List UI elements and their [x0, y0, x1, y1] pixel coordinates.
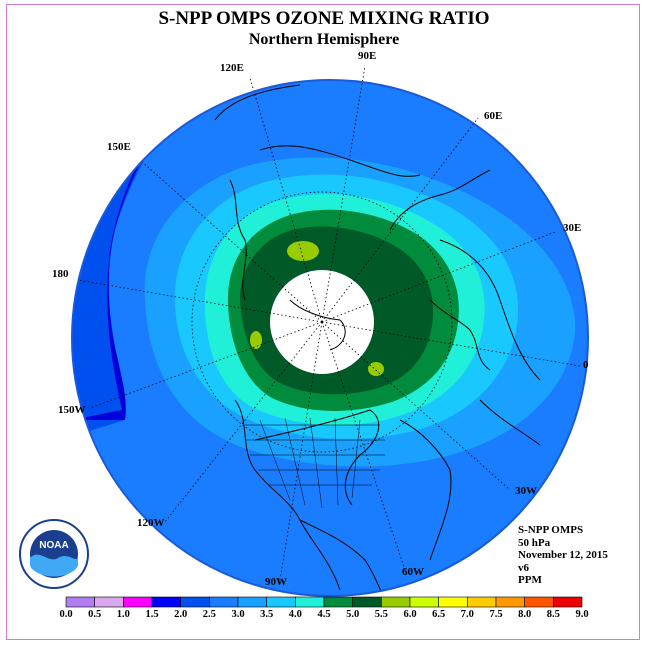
lon-label-180: 180 — [52, 268, 69, 280]
colorbar-tick-label: 4.0 — [288, 609, 302, 620]
lon-label-120w: 120W — [137, 517, 165, 529]
lon-label-30w: 30W — [515, 485, 537, 497]
colorbar-tick-label: 2.5 — [202, 609, 216, 620]
colorbar-tick-label: 3.5 — [260, 609, 274, 620]
colorbar-swatch — [237, 596, 267, 608]
colorbar-tick-label: 3.0 — [231, 609, 245, 620]
lon-label-120e: 120E — [220, 62, 244, 74]
figure-frame — [6, 4, 640, 640]
colorbar-swatch — [438, 596, 468, 608]
colorbar-swatch — [65, 596, 95, 608]
info-block: S-NPP OMPS 50 hPa November 12, 2015 v6 P… — [518, 524, 608, 587]
colorbar-tick-label: 4.5 — [317, 609, 331, 620]
info-level: 50 hPa — [518, 536, 551, 549]
colorbar — [65, 596, 583, 608]
map-title: S-NPP OMPS OZONE MIXING RATIO — [158, 8, 490, 29]
grid-inset — [245, 417, 385, 509]
lon-label-60w: 60W — [402, 566, 424, 578]
contour-5.5-b — [250, 331, 262, 349]
colorbar-swatch — [467, 596, 497, 608]
map-boundary — [71, 79, 589, 597]
colorbar-tick-label: 7.0 — [460, 609, 474, 620]
info-instrument: S-NPP OMPS — [518, 524, 584, 536]
map-subtitle: Northern Hemisphere — [248, 31, 400, 48]
colorbar-tick-label: 2.0 — [174, 609, 188, 620]
colorbar-tick-label: 6.5 — [432, 609, 446, 620]
colorbar-tick-label: 8.5 — [546, 609, 560, 620]
colorbar-swatch — [323, 596, 353, 608]
contour-5.5-c — [368, 362, 384, 376]
logo-text: NOAA — [39, 540, 68, 551]
colorbar-tick-label: 0.0 — [59, 609, 73, 620]
colorbar-tick-label: 1.0 — [116, 609, 130, 620]
colorbar-swatch — [94, 596, 124, 608]
colorbar-swatch — [352, 596, 382, 608]
colorbar-swatch — [553, 596, 583, 608]
colorbar-swatch — [151, 596, 181, 608]
info-date: November 12, 2015 — [518, 549, 608, 561]
colorbar-tick-label: 5.0 — [346, 609, 360, 620]
lon-label-0: 0 — [583, 359, 589, 371]
colorbar-swatch — [209, 596, 239, 608]
noaa-logo: NOAA — [19, 519, 89, 589]
colorbar-swatch — [524, 596, 554, 608]
coastlines — [214, 84, 541, 596]
lon-label-150w: 150W — [58, 404, 86, 416]
colorbar-swatch — [409, 596, 439, 608]
colorbar-swatch — [266, 596, 296, 608]
contour-5.5-a — [287, 241, 319, 261]
colorbar-swatch — [295, 596, 325, 608]
lon-label-30e: 30E — [563, 222, 582, 234]
colorbar-tick-label: 5.5 — [374, 609, 388, 620]
colorbar-swatch — [495, 596, 525, 608]
graticule — [77, 65, 581, 581]
lon-label-90e: 90E — [358, 50, 377, 62]
lon-label-90w: 90W — [265, 576, 287, 588]
colorbar-swatch — [381, 596, 411, 608]
colorbar-tick-label: 7.5 — [489, 609, 503, 620]
colorbar-tick-label: 1.5 — [145, 609, 159, 620]
info-version: v6 — [518, 561, 529, 574]
colorbar-tick-label: 9.0 — [575, 609, 589, 620]
colorbar-swatch — [180, 596, 210, 608]
colorbar-tick-label: 0.5 — [88, 609, 102, 620]
lon-label-150e: 150E — [107, 141, 131, 153]
colorbar-tick-label: 6.0 — [403, 609, 417, 620]
lon-label-60e: 60E — [484, 110, 503, 122]
colorbar-swatch — [123, 596, 153, 608]
info-units: PPM — [518, 574, 542, 586]
colorbar-tick-label: 8.0 — [518, 609, 532, 620]
